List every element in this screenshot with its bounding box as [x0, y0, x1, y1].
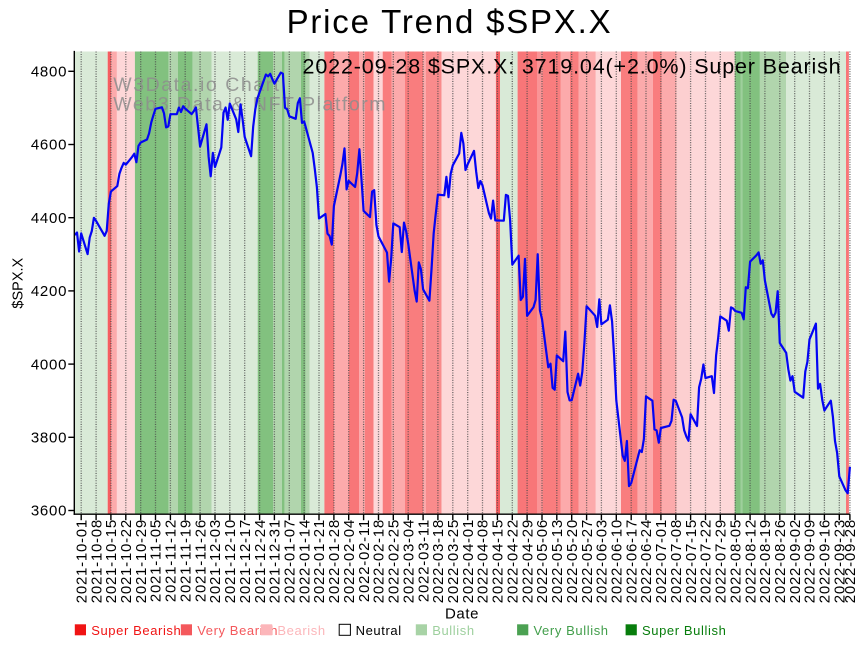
- svg-text:Super Bearish: Super Bearish: [91, 623, 181, 638]
- svg-text:W3Data.io Chart: W3Data.io Chart: [113, 74, 280, 96]
- svg-text:2022-09-23: 2022-09-23: [832, 519, 849, 603]
- svg-text:2022-09-28: 2022-09-28: [842, 519, 859, 603]
- svg-text:2022-04-22: 2022-04-22: [505, 519, 522, 603]
- svg-text:2021-12-31: 2021-12-31: [267, 519, 284, 603]
- svg-text:2022-09-16: 2022-09-16: [817, 519, 834, 603]
- svg-text:2021-12-17: 2021-12-17: [237, 519, 254, 603]
- svg-text:2021-10-22: 2021-10-22: [118, 519, 135, 603]
- svg-text:4400: 4400: [31, 210, 67, 227]
- svg-text:2022-07-08: 2022-07-08: [668, 519, 685, 603]
- svg-text:2022-03-25: 2022-03-25: [445, 519, 462, 603]
- svg-text:2022-09-28 $SPX.X: 3719.04(+2.: 2022-09-28 $SPX.X: 3719.04(+2.0%) Super …: [303, 54, 842, 78]
- svg-text:2021-12-10: 2021-12-10: [222, 519, 239, 603]
- svg-text:2021-11-12: 2021-11-12: [163, 519, 180, 602]
- svg-text:2022-09-09: 2022-09-09: [802, 519, 819, 603]
- svg-text:2022-03-18: 2022-03-18: [430, 519, 447, 603]
- svg-text:Date: Date: [445, 606, 479, 623]
- svg-text:2022-03-04: 2022-03-04: [400, 519, 417, 603]
- svg-text:$SPX.X: $SPX.X: [11, 257, 27, 308]
- svg-text:2022-01-21: 2022-01-21: [311, 519, 328, 603]
- svg-text:4000: 4000: [31, 356, 67, 373]
- svg-text:2021-12-24: 2021-12-24: [252, 519, 269, 603]
- svg-text:Price Trend $SPX.X: Price Trend $SPX.X: [287, 3, 613, 40]
- svg-text:4200: 4200: [31, 283, 67, 300]
- svg-text:2022-08-05: 2022-08-05: [727, 519, 744, 603]
- svg-text:2021-10-29: 2021-10-29: [133, 519, 150, 603]
- svg-text:2022-01-07: 2022-01-07: [282, 519, 299, 603]
- svg-text:2022-06-24: 2022-06-24: [638, 519, 655, 603]
- svg-text:2022-07-15: 2022-07-15: [683, 519, 700, 603]
- svg-text:2021-11-19: 2021-11-19: [177, 519, 194, 602]
- svg-text:4600: 4600: [31, 137, 67, 154]
- svg-text:4800: 4800: [31, 64, 67, 81]
- svg-text:2022-06-10: 2022-06-10: [609, 519, 626, 603]
- svg-text:2022-01-28: 2022-01-28: [326, 519, 343, 603]
- svg-text:2021-10-01: 2021-10-01: [73, 519, 90, 603]
- svg-text:Bearish: Bearish: [277, 623, 325, 638]
- svg-text:2022-04-01: 2022-04-01: [460, 519, 477, 603]
- svg-text:2022-05-13: 2022-05-13: [549, 519, 566, 603]
- svg-text:2022-07-22: 2022-07-22: [698, 519, 715, 603]
- svg-text:2022-06-17: 2022-06-17: [623, 519, 640, 603]
- svg-text:Bullish: Bullish: [432, 623, 475, 638]
- svg-text:2022-07-29: 2022-07-29: [713, 519, 730, 603]
- svg-text:Super Bullish: Super Bullish: [642, 623, 726, 638]
- svg-text:2022-07-01: 2022-07-01: [653, 519, 670, 603]
- svg-text:2021-12-03: 2021-12-03: [207, 519, 224, 603]
- svg-text:2022-02-11: 2022-02-11: [356, 519, 373, 602]
- svg-text:2021-11-26: 2021-11-26: [192, 519, 209, 602]
- svg-text:2022-04-15: 2022-04-15: [490, 519, 507, 603]
- svg-text:2021-10-15: 2021-10-15: [103, 519, 120, 603]
- svg-text:2022-08-26: 2022-08-26: [772, 519, 789, 603]
- svg-text:Very Bearish: Very Bearish: [197, 623, 278, 638]
- svg-text:2022-05-06: 2022-05-06: [534, 519, 551, 603]
- svg-text:3800: 3800: [31, 430, 67, 447]
- svg-text:2021-11-05: 2021-11-05: [148, 519, 165, 602]
- svg-text:Neutral: Neutral: [356, 623, 402, 638]
- svg-text:3600: 3600: [31, 503, 67, 520]
- svg-text:2022-02-04: 2022-02-04: [341, 519, 358, 603]
- svg-text:2022-01-14: 2022-01-14: [296, 519, 313, 603]
- svg-text:2022-08-19: 2022-08-19: [757, 519, 774, 603]
- svg-text:2022-08-12: 2022-08-12: [742, 519, 759, 603]
- svg-text:2022-02-25: 2022-02-25: [386, 519, 403, 603]
- svg-text:2022-04-29: 2022-04-29: [519, 519, 536, 603]
- svg-text:2022-02-18: 2022-02-18: [371, 519, 388, 603]
- svg-text:2022-03-11: 2022-03-11: [415, 519, 432, 602]
- svg-text:2022-09-02: 2022-09-02: [787, 519, 804, 603]
- svg-text:2022-05-20: 2022-05-20: [564, 519, 581, 603]
- svg-text:2021-10-08: 2021-10-08: [88, 519, 105, 603]
- svg-text:2022-05-27: 2022-05-27: [579, 519, 596, 603]
- svg-text:2022-04-08: 2022-04-08: [475, 519, 492, 603]
- svg-text:2022-06-03: 2022-06-03: [594, 519, 611, 603]
- svg-text:Very Bullish: Very Bullish: [534, 623, 609, 638]
